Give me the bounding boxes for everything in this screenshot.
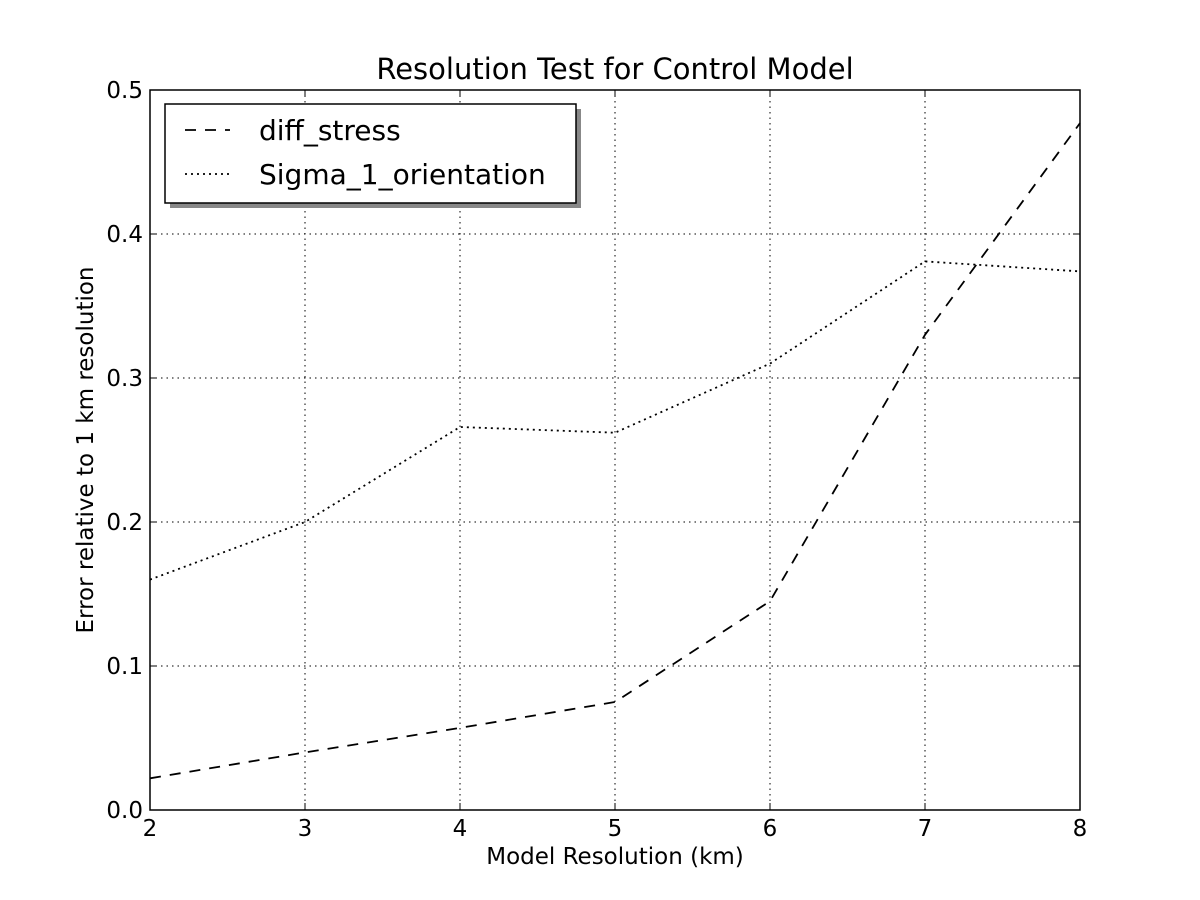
x-tick-label: 5 [608,816,623,842]
grid-lines [150,90,1080,810]
axis-ticks: 2 3 4 5 6 7 8 0.0 0.1 0.2 0.3 0.4 0.5 [106,78,1087,842]
y-tick-label: 0.2 [106,510,143,536]
legend-label-sigma-1-orientation: Sigma_1_orientation [259,158,546,191]
y-axis-label: Error relative to 1 km resolution [73,266,99,633]
legend: diff_stress Sigma_1_orientation [164,103,581,208]
chart-title: Resolution Test for Control Model [376,52,853,86]
y-tick-label: 0.0 [106,798,143,824]
x-tick-label: 8 [1073,816,1088,842]
x-tick-label: 3 [298,816,313,842]
legend-label-diff-stress: diff_stress [259,114,401,147]
x-tick-label: 7 [918,816,933,842]
y-tick-label: 0.3 [106,366,143,392]
x-tick-label: 6 [763,816,778,842]
series-layer [149,122,1081,780]
y-tick-label: 0.4 [106,222,143,248]
y-tick-label: 0.5 [106,78,143,104]
x-axis-label: Model Resolution (km) [486,844,744,870]
x-tick-label: 2 [143,816,158,842]
series-line-diff-stress [149,122,1081,780]
legend-box [164,103,577,204]
x-tick-label: 4 [453,816,468,842]
y-tick-label: 0.1 [106,654,143,680]
